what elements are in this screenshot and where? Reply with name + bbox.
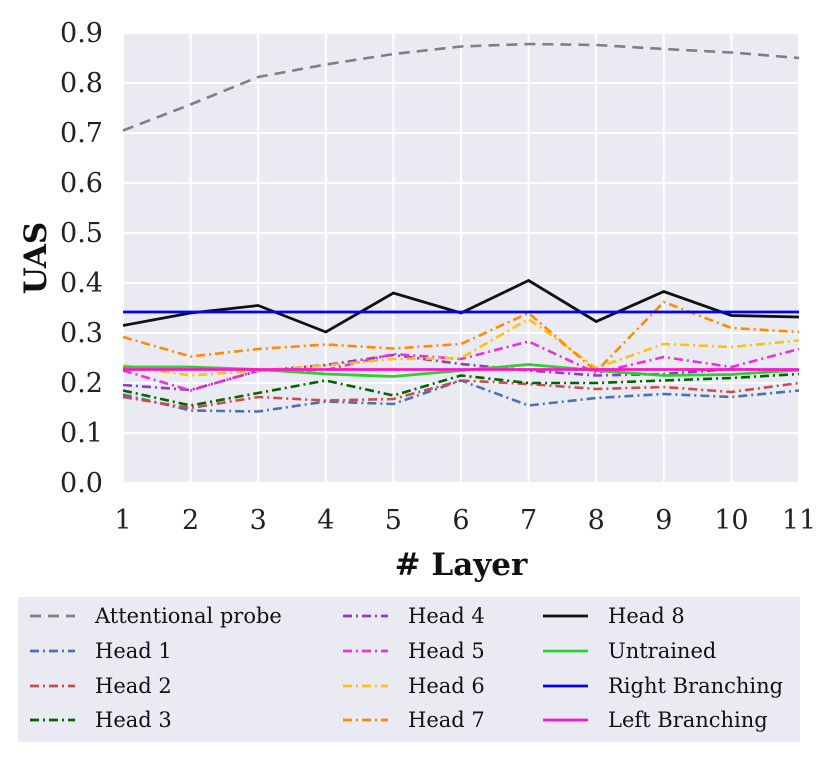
legend-label-untrained: Untrained bbox=[608, 639, 716, 663]
x-tick-label: 6 bbox=[452, 505, 469, 536]
x-tick-labels: 1 2 3 4 5 6 7 8 9 10 11 bbox=[114, 505, 816, 536]
legend-label-head-3: Head 3 bbox=[95, 708, 172, 732]
series-line-head-6 bbox=[122, 317, 800, 377]
legend-label-head-7: Head 7 bbox=[408, 708, 485, 732]
y-tick-label: 0.4 bbox=[60, 268, 103, 299]
x-tick-label: 5 bbox=[385, 505, 402, 536]
x-tick-label: 7 bbox=[520, 505, 537, 536]
y-tick-label: 0.9 bbox=[60, 18, 103, 49]
legend-label-left-branching: Left Branching bbox=[608, 708, 768, 732]
y-tick-label: 0.7 bbox=[60, 118, 103, 149]
x-axis-title: # Layer bbox=[395, 547, 528, 583]
legend-label-head-2: Head 2 bbox=[95, 674, 172, 698]
y-tick-label: 0.8 bbox=[60, 68, 103, 99]
legend-label-right-branching: Right Branching bbox=[608, 674, 783, 698]
x-tick-label: 9 bbox=[655, 505, 672, 536]
series-lines bbox=[122, 42, 800, 413]
y-tick-label: 0.3 bbox=[60, 318, 103, 349]
y-tick-label: 0.5 bbox=[60, 218, 103, 249]
legend-label-head-8: Head 8 bbox=[608, 604, 685, 628]
x-tick-label: 4 bbox=[317, 505, 334, 536]
legend-label-head-1: Head 1 bbox=[95, 639, 172, 663]
x-tick-label: 8 bbox=[588, 505, 605, 536]
legend-label-head-4: Head 4 bbox=[408, 604, 485, 628]
series-line-head-2 bbox=[122, 379, 800, 410]
series-line-head-5 bbox=[122, 340, 800, 392]
series-line-attentional-probe bbox=[122, 42, 800, 132]
legend-label-head-5: Head 5 bbox=[408, 639, 485, 663]
y-tick-label: 0.2 bbox=[60, 368, 103, 399]
x-tick-label: 3 bbox=[250, 505, 267, 536]
series-line-head-3 bbox=[122, 372, 800, 407]
x-tick-label: 1 bbox=[114, 505, 131, 536]
series-line-head-7 bbox=[122, 300, 800, 374]
x-tick-label: 10 bbox=[714, 505, 748, 536]
x-tick-label: 11 bbox=[782, 505, 816, 536]
y-tick-label: 0.1 bbox=[60, 418, 103, 449]
x-tick-label: 2 bbox=[182, 505, 199, 536]
legend-label-head-6: Head 6 bbox=[408, 674, 485, 698]
legend: Attentional probe Head 1 Head 2 Head 3 Head … bbox=[30, 604, 783, 732]
legend-box bbox=[18, 597, 800, 742]
y-tick-labels: 0.0 0.1 0.2 0.3 0.4 0.5 0.6 0.7 0.8 0.9 bbox=[60, 18, 103, 499]
legend-label-attentional-probe: Attentional probe bbox=[94, 604, 282, 628]
grid-lines bbox=[122, 32, 800, 484]
y-axis-title: UAS bbox=[18, 222, 54, 295]
y-tick-label: 0.0 bbox=[60, 468, 103, 499]
y-tick-label: 0.6 bbox=[60, 168, 103, 199]
